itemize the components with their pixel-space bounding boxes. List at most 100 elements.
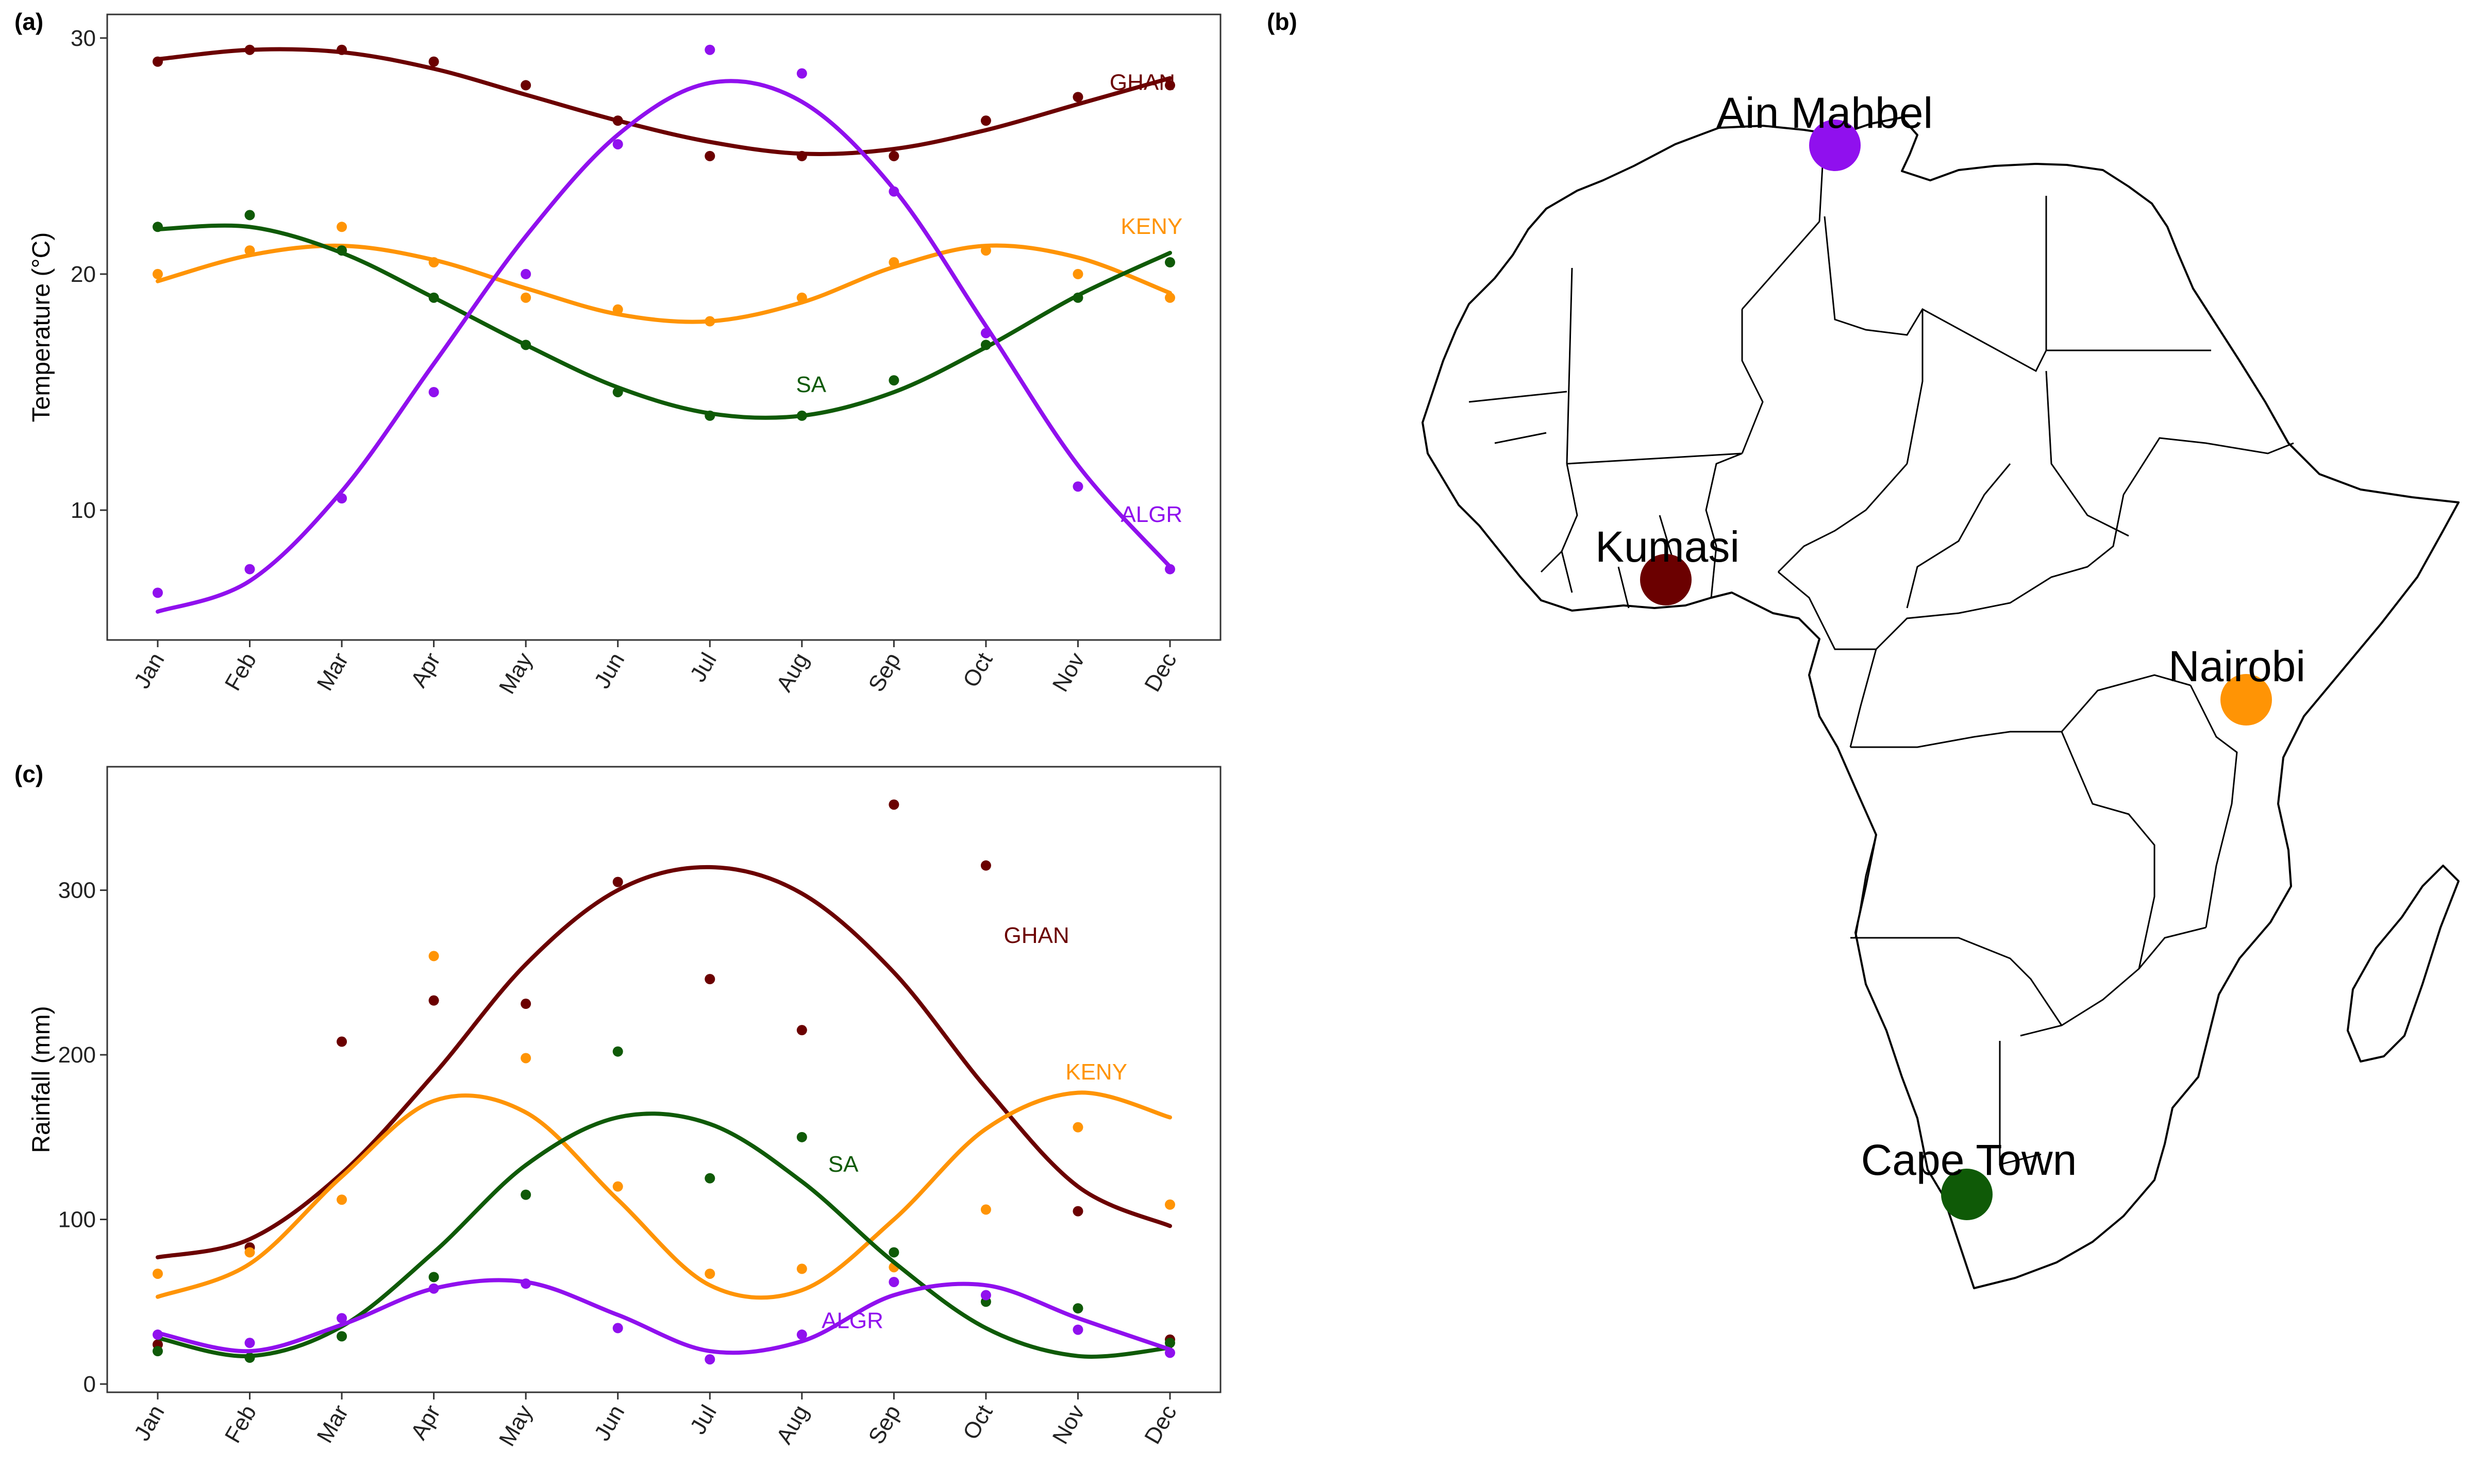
series-label-ghan: GHAN <box>1004 923 1069 948</box>
temperature-y-axis-title: Temperature (°C) <box>28 232 55 423</box>
data-point-keny <box>153 268 163 279</box>
city-label-cape-town: Cape Town <box>1861 1136 2077 1184</box>
series-label-keny: KENY <box>1065 1059 1127 1085</box>
data-point-algr <box>244 564 255 575</box>
data-point-keny <box>428 951 439 962</box>
data-point-sa <box>1073 292 1083 303</box>
data-point-keny <box>521 292 531 303</box>
data-point-sa <box>153 222 163 232</box>
data-point-algr <box>153 587 163 598</box>
data-point-ghan <box>428 995 439 1006</box>
data-point-keny <box>980 1204 991 1215</box>
y-tick-label: 10 <box>71 498 96 523</box>
rainfall-y-axis-title: Rainfall (mm) <box>28 1006 55 1153</box>
data-point-ghan <box>153 56 163 67</box>
city-label-kumasi: Kumasi <box>1595 522 1740 571</box>
series-label-sa: SA <box>828 1152 859 1177</box>
data-point-algr <box>796 68 807 79</box>
y-tick-label: 200 <box>58 1042 96 1068</box>
data-point-algr <box>1073 1324 1083 1335</box>
city-markers: Ain Mahbel Kumasi Nairobi Cape Town <box>1595 89 2305 1220</box>
data-point-ghan <box>980 860 991 871</box>
data-point-ghan <box>1073 92 1083 103</box>
data-point-keny <box>337 222 347 232</box>
data-point-keny <box>244 1247 255 1258</box>
data-point-sa <box>612 386 623 397</box>
city-marker-cape-town <box>1941 1169 1993 1220</box>
data-point-ghan <box>337 44 347 55</box>
data-point-ghan <box>980 115 991 126</box>
data-point-algr <box>612 1323 623 1334</box>
data-point-keny <box>1165 292 1175 303</box>
data-point-algr <box>244 1338 255 1348</box>
series-label-algr: ALGR <box>822 1308 883 1333</box>
data-point-sa <box>337 1331 347 1342</box>
temperature-plot-border <box>106 13 1222 641</box>
data-point-keny <box>1165 1199 1175 1210</box>
data-point-sa <box>244 210 255 221</box>
city-marker-ain-mahbel <box>1809 120 1861 171</box>
data-point-ghan <box>244 44 255 55</box>
panel-label-b: (b) <box>1267 8 1297 35</box>
data-point-sa <box>521 340 531 350</box>
data-point-ghan <box>612 115 623 126</box>
data-point-ghan <box>705 974 715 985</box>
panel-label-a: (a) <box>14 8 43 35</box>
data-point-sa <box>521 1189 531 1200</box>
data-point-algr <box>889 186 899 197</box>
data-point-sa <box>796 410 807 421</box>
city-marker-nairobi <box>2220 674 2272 726</box>
data-point-algr <box>889 1276 899 1287</box>
data-point-keny <box>244 245 255 256</box>
data-point-sa <box>796 1132 807 1142</box>
data-point-sa <box>337 245 347 256</box>
series-label-sa: SA <box>796 372 826 397</box>
data-point-sa <box>705 410 715 421</box>
data-point-algr <box>1165 1347 1175 1358</box>
data-point-keny <box>796 1263 807 1274</box>
data-point-keny <box>796 292 807 303</box>
data-point-ghan <box>705 150 715 161</box>
y-tick-label: 100 <box>58 1207 96 1233</box>
data-point-sa <box>153 1346 163 1357</box>
data-point-sa <box>980 340 991 350</box>
data-point-algr <box>521 1278 531 1289</box>
data-point-keny <box>705 316 715 327</box>
data-point-algr <box>337 1313 347 1324</box>
data-point-ghan <box>796 1025 807 1036</box>
data-point-algr <box>705 1354 715 1365</box>
data-point-algr <box>705 44 715 55</box>
series-label-ghan: GHAN <box>1110 70 1175 95</box>
data-point-ghan <box>1165 80 1175 91</box>
africa-coastline <box>1422 116 2460 1289</box>
data-point-algr <box>980 328 991 339</box>
data-point-keny <box>153 1268 163 1279</box>
data-point-sa <box>428 1272 439 1283</box>
data-point-keny <box>612 304 623 315</box>
data-point-sa <box>1165 257 1175 268</box>
data-point-ghan <box>521 999 531 1009</box>
city-marker-kumasi <box>1640 554 1692 605</box>
data-point-ghan <box>796 150 807 161</box>
data-point-ghan <box>612 876 623 887</box>
data-point-keny <box>980 245 991 256</box>
trend-line-algr <box>156 79 1172 614</box>
y-tick-label: 300 <box>58 878 96 903</box>
data-point-algr <box>153 1329 163 1340</box>
panel-label-c: (c) <box>14 761 43 787</box>
y-tick-label: 0 <box>83 1372 96 1397</box>
trend-line-algr <box>156 1278 1172 1355</box>
country-borders <box>1468 128 2294 1166</box>
city-label-ain-mahbel: Ain Mahbel <box>1716 89 1933 137</box>
data-point-keny <box>337 1194 347 1205</box>
data-point-algr <box>1165 564 1175 575</box>
data-point-ghan <box>889 150 899 161</box>
data-point-sa <box>1073 1303 1083 1314</box>
data-point-algr <box>1073 481 1083 492</box>
data-point-keny <box>428 257 439 268</box>
data-point-ghan <box>521 80 531 91</box>
data-point-algr <box>612 139 623 149</box>
data-point-keny <box>1073 1122 1083 1133</box>
data-point-algr <box>337 493 347 504</box>
